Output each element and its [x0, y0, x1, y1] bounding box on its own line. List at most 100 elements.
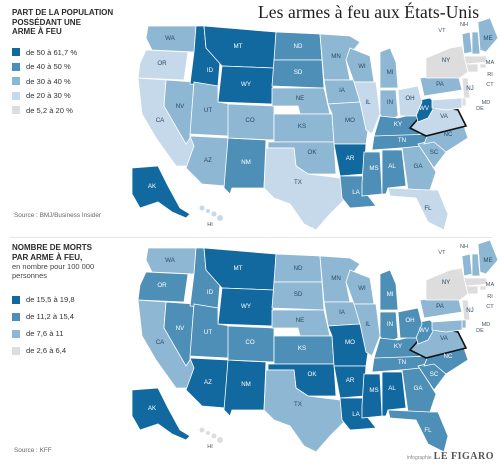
legend-swatch [12, 329, 20, 338]
state-label-nj: NJ [466, 85, 474, 92]
legend-item: de 30 à 40 % [12, 74, 77, 89]
state-md [431, 319, 463, 333]
state-label-ga: GA [414, 163, 424, 170]
map2-us-map: WA OR CA NV ID MT WY UT AZ NM CO ND SD NE KS OK TX MN IA MO… [131, 240, 498, 452]
state-label-mo: MO [345, 117, 355, 124]
state-label-wv: WV [419, 327, 430, 334]
state-ma [463, 277, 489, 287]
state-nh [471, 253, 481, 277]
state-label-ar: AR [346, 377, 355, 384]
state-label-ri: RI [487, 72, 493, 78]
state-label-me: ME [483, 35, 492, 42]
state-label-mn: MN [331, 53, 341, 60]
map1-us-map: WA OR CA NV ID MT WY UT AZ NM CO ND SD NE KS OK TX MN IA MO… [131, 18, 498, 230]
legend-swatch [12, 106, 20, 115]
state-label-ct: CT [486, 82, 494, 88]
state-label-mi: MI [387, 69, 394, 76]
state-nm [223, 359, 267, 417]
state-mi [379, 47, 399, 89]
state-hi-island [206, 431, 210, 435]
state-de [461, 319, 467, 329]
legend-swatch [12, 91, 20, 100]
state-label-mt: MT [234, 43, 243, 50]
map1-source: Source : BMJ/Business Insider [14, 212, 102, 219]
state-fl [387, 409, 449, 452]
state-label-nh: NH [460, 244, 468, 250]
state-label-sd: SD [294, 291, 303, 298]
state-label-al: AL [388, 163, 396, 170]
state-label-ny: NY [442, 279, 451, 286]
state-me [477, 240, 498, 275]
state-hi-island [199, 427, 205, 433]
legend-item: de 2,6 à 6,4 [12, 342, 75, 359]
state-ma [463, 55, 489, 65]
state-label-ok: OK [308, 149, 318, 156]
legend-label: de 20 à 30 % [26, 91, 71, 101]
state-label-va: VA [440, 113, 449, 120]
state-or [137, 49, 189, 81]
state-label-ms: MS [369, 165, 378, 172]
legend-swatch [12, 312, 20, 321]
legend-label: de 7,6 à 11 [26, 329, 64, 338]
state-ri [479, 285, 487, 291]
state-label-pa: PA [436, 81, 445, 88]
state-label-tx: TX [294, 179, 302, 186]
legend-swatch [12, 346, 20, 355]
state-label-mi: MI [387, 291, 394, 298]
state-label-co: CO [245, 339, 254, 346]
map1-legend: de 50 à 61,7 % de 40 à 50 % de 30 à 40 %… [12, 45, 77, 118]
state-label-ks: KS [298, 345, 306, 352]
credit: infographie LE FIGARO [407, 446, 494, 464]
legend-label: de 2,6 à 6,4 [26, 346, 67, 355]
state-ak [131, 165, 191, 219]
state-label-mt: MT [234, 265, 243, 272]
legend-item: de 40 à 50 % [12, 60, 77, 75]
state-mi [379, 269, 399, 311]
state-fl [387, 187, 449, 230]
legend-swatch [12, 77, 20, 86]
state-label-nc: NC [444, 131, 453, 138]
state-label-md: MD [482, 100, 491, 106]
state-nm [223, 137, 267, 195]
legend-label: de 5,2 à 20 % [26, 105, 73, 115]
map2-heading-line: PAR ARME À FEU, [12, 252, 83, 262]
legend-item: de 20 à 30 % [12, 89, 77, 104]
state-label-ct: CT [486, 304, 494, 310]
state-ga [401, 145, 437, 191]
legend-swatch [12, 62, 20, 71]
state-ms [361, 373, 383, 419]
map2-source: Source : KFF [14, 447, 52, 454]
state-ct [465, 285, 479, 295]
state-label-pa: PA [436, 303, 445, 310]
legend-item: de 5,2 à 20 % [12, 103, 77, 118]
state-label-il: IL [365, 321, 371, 328]
state-label-ga: GA [414, 385, 424, 392]
state-label-ok: OK [308, 371, 318, 378]
map1-heading-line: ARME À FEU [12, 27, 62, 36]
state-label-oh: OH [405, 95, 414, 102]
state-label-md: MD [482, 322, 491, 328]
state-label-ak: AK [148, 183, 157, 190]
state-label-nd: ND [294, 265, 303, 272]
legend-item: de 15,5 à 19,8 [12, 291, 75, 308]
state-label-al: AL [388, 385, 396, 392]
state-label-fl: FL [424, 205, 432, 212]
state-label-or: OR [157, 60, 167, 67]
state-label-hi: HI [207, 222, 213, 228]
figaro-logo: LE FIGARO [433, 451, 494, 462]
legend-label: de 30 à 40 % [26, 76, 71, 86]
state-label-ak: AK [148, 405, 157, 412]
state-label-ia: IA [339, 87, 346, 94]
state-label-az: AZ [204, 379, 212, 386]
state-label-nj: NJ [466, 307, 474, 314]
state-ms [361, 151, 383, 197]
state-label-ky: KY [394, 343, 402, 350]
state-label-co: CO [245, 117, 254, 124]
state-label-sc: SC [430, 149, 439, 156]
state-label-id: ID [207, 67, 214, 74]
legend-label: de 50 à 61,7 % [26, 47, 78, 57]
state-vt [461, 31, 473, 55]
state-label-ca: CA [156, 339, 165, 346]
state-il [353, 81, 381, 135]
state-nv [163, 301, 195, 367]
